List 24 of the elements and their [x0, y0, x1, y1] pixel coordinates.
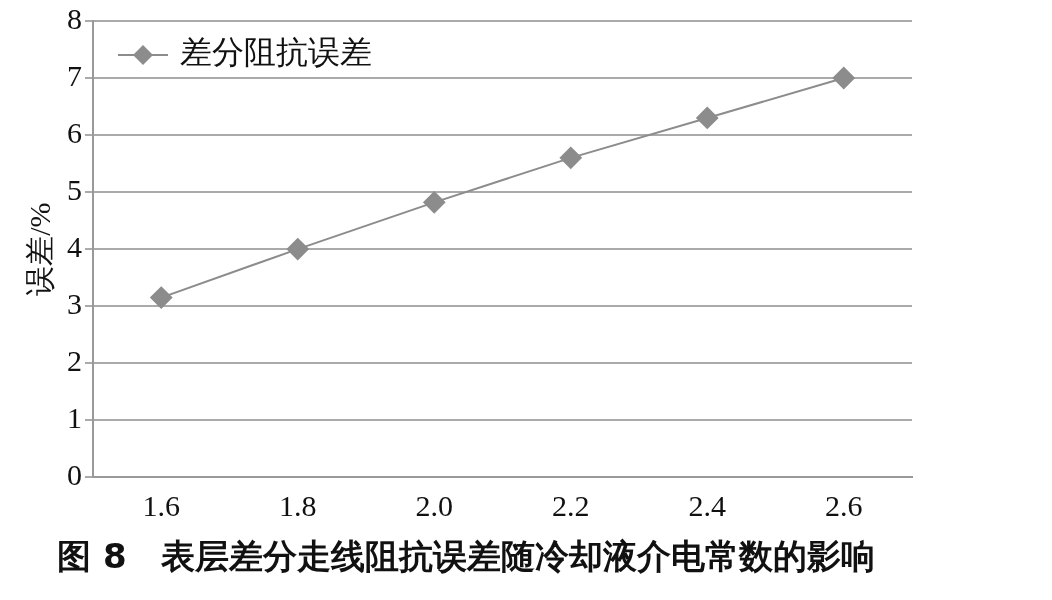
x-tick-label: 2.2	[552, 489, 590, 523]
point	[423, 191, 446, 214]
y-tick-label: 8	[67, 1, 82, 35]
x-tick-label: 2.0	[415, 489, 453, 523]
x-tick-label: 2.6	[825, 489, 863, 523]
y-tick-label: 5	[67, 172, 82, 206]
text: 图 8 表层差分走线阻抗误差随冷却液介电常数的影响	[57, 536, 875, 577]
y-tick-label: 4	[67, 229, 82, 263]
point	[832, 67, 855, 90]
y-tick-label: 7	[67, 58, 82, 92]
y-tick-label: 3	[67, 287, 82, 320]
y-tick-label: 6	[67, 115, 82, 149]
y-tick-label: 1	[67, 401, 82, 435]
point	[150, 286, 173, 309]
point	[286, 238, 309, 261]
x-tick-label: 1.6	[142, 489, 180, 523]
legend-label: 差分阻抗误差	[180, 33, 372, 72]
y-tick-label: 0	[67, 458, 82, 492]
y-axis-title: 误差/%	[22, 202, 56, 296]
x-tick-label: 2.4	[688, 489, 726, 523]
y-tick-label: 2	[67, 344, 82, 378]
x-tick-label: 1.8	[279, 489, 317, 523]
point	[696, 106, 719, 129]
point	[559, 146, 582, 169]
